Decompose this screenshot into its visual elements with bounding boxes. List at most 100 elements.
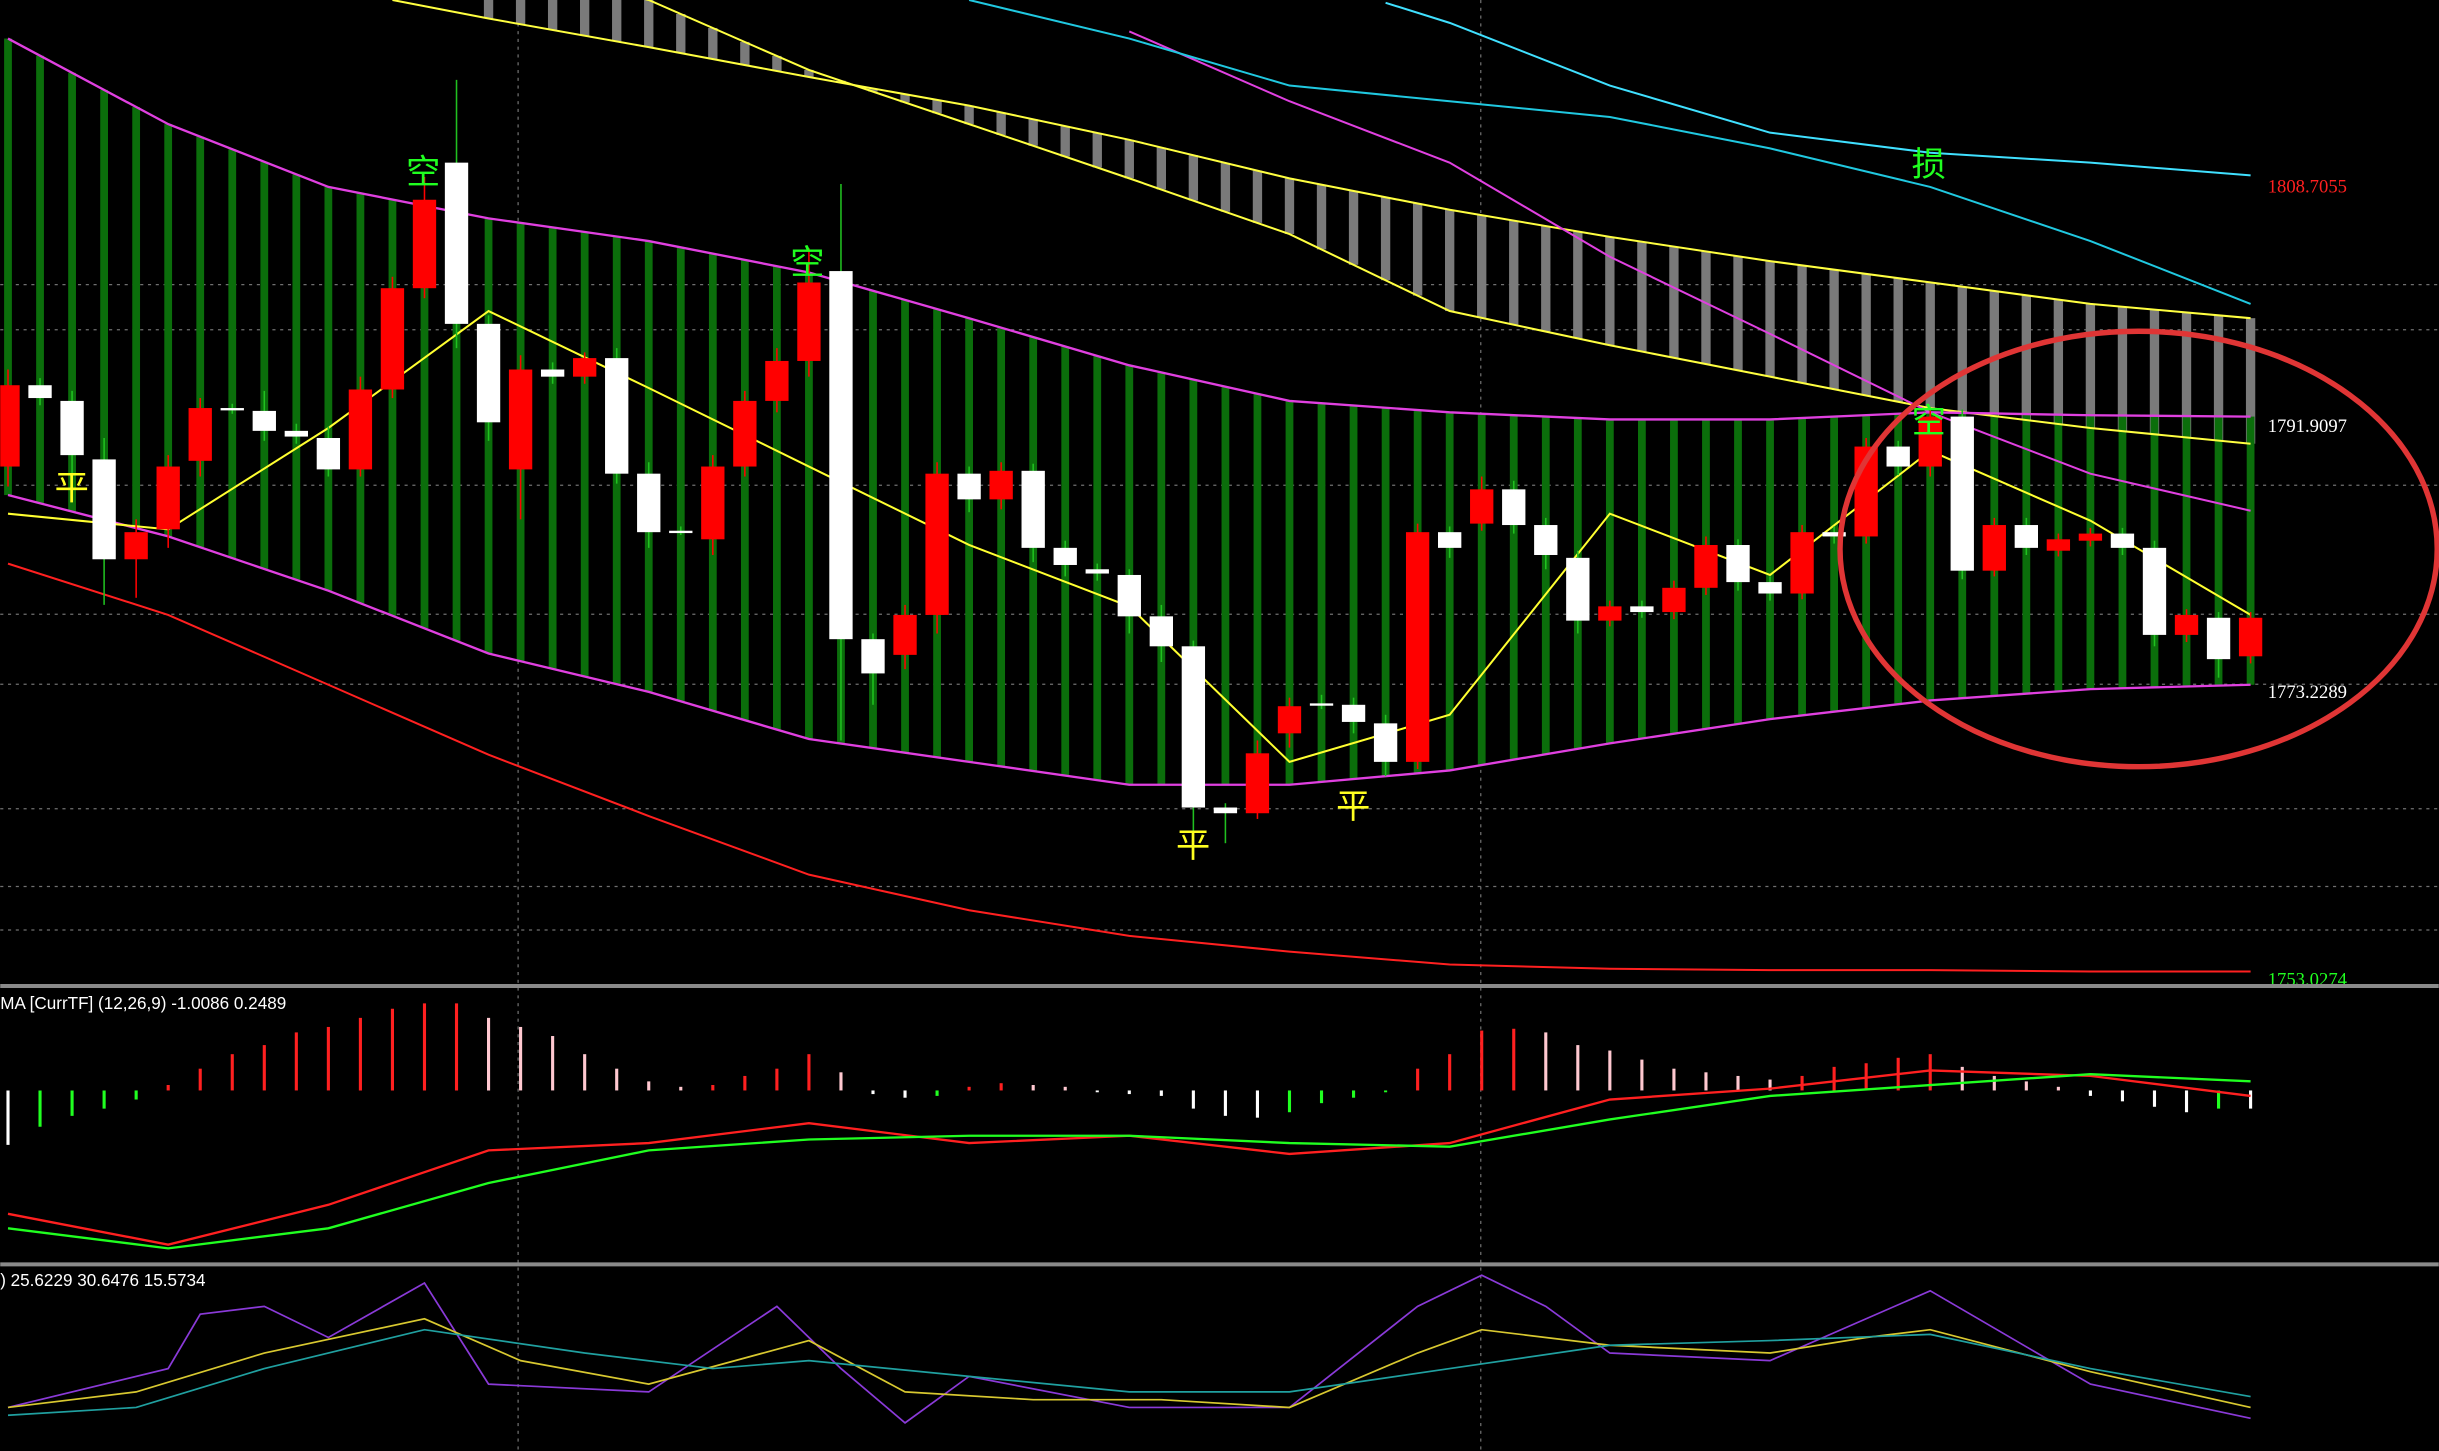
candle-body [476, 323, 501, 423]
signal-annotation: 空 [1912, 402, 1946, 442]
candle-body [605, 358, 629, 474]
macd-title: MA [CurrTF] (12,26,9) -1.0086 0.2489 [0, 994, 286, 1013]
price-label: 1773.2289 [2268, 682, 2347, 703]
candle-body [380, 288, 405, 390]
candle-body [412, 199, 437, 289]
candle-body [797, 282, 821, 361]
cloud-bar [676, 13, 686, 54]
candle-body [1405, 532, 1430, 762]
band-bar [1189, 379, 1198, 785]
candle-body [0, 385, 20, 467]
cloud-bar [2085, 303, 2096, 429]
band-bar [2182, 416, 2191, 687]
cloud-bar [612, 0, 622, 42]
candle-body [925, 473, 949, 615]
indicator-line [1128, 30, 2251, 512]
cloud-bar [2181, 312, 2192, 438]
candle-body [1149, 616, 1173, 647]
cloud-bar [1669, 246, 1679, 358]
candle-body [1950, 416, 1974, 571]
cloud-bar [1765, 261, 1775, 377]
candle-body [1918, 416, 1942, 467]
candle-body [893, 614, 917, 655]
cloud-bar [1829, 269, 1839, 390]
candle-body [2110, 533, 2135, 548]
cloud-bar [964, 105, 974, 125]
band-bar [869, 290, 877, 749]
cloud-bar [644, 0, 654, 48]
indicator-line [1385, 1, 2251, 177]
price-label: 1791.9097 [2268, 416, 2347, 437]
candle-body [28, 385, 52, 399]
indicator-line [392, 0, 2251, 320]
candle-body [1470, 489, 1494, 524]
candle-body [1982, 525, 2006, 571]
cloud-bar [1220, 162, 1231, 212]
cloud-bar [1605, 236, 1615, 346]
candle-body [540, 369, 565, 377]
candle-body [316, 438, 341, 470]
signal-annotation: 损 [1912, 145, 1946, 185]
cloud-bar [1541, 225, 1551, 332]
cloud-bar [804, 69, 814, 78]
indicator-line [644, 0, 2251, 445]
cloud-bar [1156, 147, 1167, 190]
band-bar [388, 199, 397, 616]
candle-body [348, 389, 373, 470]
cloud-bar [2021, 295, 2032, 421]
cloud-bar [740, 41, 750, 66]
band-bar [2214, 416, 2223, 686]
cloud-bar [1092, 132, 1102, 168]
candle-body [444, 162, 469, 324]
band-bar [1349, 405, 1358, 779]
cloud-bar [515, 0, 526, 25]
cloud-bar [1252, 170, 1263, 223]
candle-body [1053, 547, 1077, 565]
band-bar [164, 124, 173, 537]
band-bar [260, 161, 269, 569]
signal-annotation: 平 [55, 468, 89, 508]
band-bar [292, 174, 301, 580]
band-bar [1381, 407, 1390, 777]
candle-body [2014, 525, 2039, 548]
cloud-bar [1188, 155, 1199, 201]
cloud-bar [772, 55, 782, 72]
band-bar [1605, 419, 1614, 744]
cloud-bar [2149, 309, 2160, 435]
cloud-bar [483, 0, 494, 19]
band-bar [1862, 415, 1871, 708]
band-bar [1285, 400, 1294, 785]
indicator-line [7, 562, 2251, 973]
candle-body [733, 400, 757, 467]
band-bar [1477, 413, 1486, 766]
candle-body [1694, 545, 1718, 588]
signal-annotation: 空 [406, 153, 440, 193]
candle-body [1438, 532, 1462, 548]
highlight-ellipse [1837, 328, 2439, 770]
cloud-bar [1637, 241, 1647, 352]
cloud-bar [1028, 119, 1038, 146]
band-bar [1509, 415, 1518, 760]
signal-annotation: 平 [1176, 826, 1210, 866]
band-bar [1830, 416, 1839, 712]
candle-body [1726, 545, 1750, 583]
candle-body [1373, 723, 1398, 762]
oscillator-pane [7, 1274, 2251, 1424]
band-bar [36, 55, 44, 504]
candle-body [829, 271, 853, 640]
candle-body [2142, 547, 2167, 635]
cloud-bar [1316, 184, 1327, 250]
candle-body [156, 466, 180, 530]
cloud-bar [1477, 215, 1487, 318]
candle-body [284, 430, 308, 437]
band-bar [676, 247, 685, 702]
band-bar [1894, 413, 1903, 705]
candle-body [861, 639, 885, 674]
macd-pane [6, 1003, 2253, 1250]
candle-body [1598, 606, 1622, 621]
band-bar [2246, 416, 2255, 685]
candle-body [188, 408, 212, 461]
candle-body [989, 470, 1013, 500]
